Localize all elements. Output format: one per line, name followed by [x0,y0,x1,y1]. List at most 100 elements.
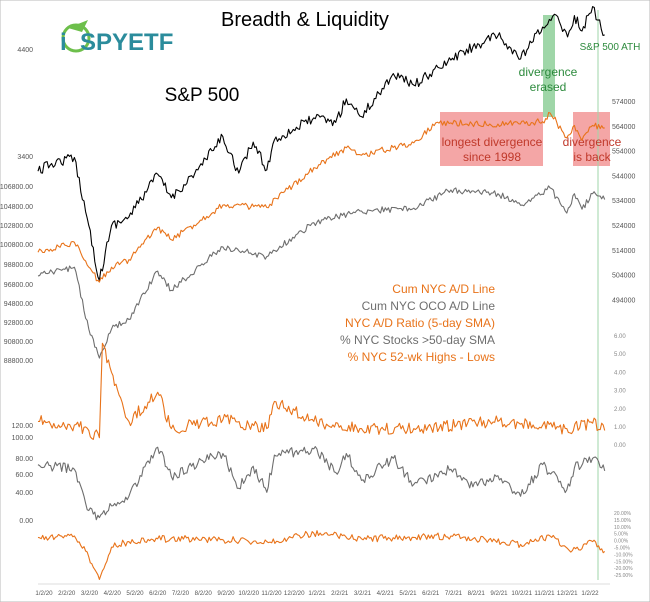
chart-subtitle: S&P 500 [165,85,240,106]
x-tick-label: 2/2/21 [331,590,349,597]
series-line-nyc-52-wk-highs-lows [37,530,606,580]
highs-lows-axis-label: -25.00% [614,573,633,579]
highs-lows-axis-label: -15.00% [614,559,633,565]
x-tick-label: 3/2/21 [354,590,372,597]
logo-text: SPYETF [80,29,173,56]
highs-lows-axis-label: 15.00% [614,518,632,524]
x-tick-label: 10/2/20 [238,590,259,597]
right-axis-label: 504000 [612,273,635,280]
annotation-divergence-back-line2: is back [573,150,611,164]
highs-lows-axis-label: 0.00% [614,539,629,545]
legend-item-highs-lows: % NYC 52-wk Highs - Lows [348,350,495,364]
x-tick-label: 5/2/20 [126,590,144,597]
highs-lows-axis-label: 10.00% [614,525,632,531]
highs-lows-axis-label: -20.00% [614,566,633,572]
annotation-longest-divergence-line1: longest divergence [442,135,543,149]
x-tick-label: 3/2/20 [81,590,99,597]
left-axis-label: 88800.00 [4,358,33,365]
divergence-erased-band [543,15,555,117]
ratio-axis-label: 4.00 [614,370,626,376]
x-tick-label: 6/2/20 [149,590,167,597]
x-tick-label: 1/2/21 [308,590,326,597]
right-axis-label: 524000 [612,223,635,230]
right-axis-label: 494000 [612,297,635,304]
right-axis-label: 544000 [612,173,635,180]
left-axis-label: 98800.00 [4,262,33,269]
right-axis-label: 564000 [612,124,635,131]
logo-prefix: i [60,29,67,56]
annotation-divergence-back-line1: divergence [563,135,622,149]
left-axis-label: 100.00 [12,435,34,442]
ratio-axis-label: 3.00 [614,389,626,395]
divergence-band-long [440,112,543,166]
x-tick-label: 8/2/20 [195,590,213,597]
divergence-band-back [573,112,610,166]
x-tick-label: 11/2/20 [261,590,282,597]
left-axis-label: 104800.00 [0,204,33,211]
x-tick-label: 7/2/21 [445,590,463,597]
left-axis-label: 94800.00 [4,301,33,308]
right-axis-label: 554000 [612,149,635,156]
x-tick-label: 12/2/20 [284,590,305,597]
ratio-axis-label: 2.00 [614,407,626,413]
x-tick-label: 12/2/21 [557,590,578,597]
left-axis-label: 0.00 [19,518,33,525]
left-axis-label: 4400 [17,47,33,54]
annotation-ath: S&P 500 ATH [580,42,641,53]
right-axis: 574000 564000 554000 544000 534000 524000 5140… [612,99,635,304]
left-axis-label: 90800.00 [4,339,33,346]
left-axis-label: 3400 [17,154,33,161]
ratio-axis-label: 5.00 [614,352,626,358]
x-tick-label: 4/2/21 [377,590,395,597]
annotation-divergence-erased-line1: divergence [519,65,578,79]
legend-item-oco-ad-line: Cum NYC OCO A/D Line [362,299,496,313]
left-axis-label: 60.00 [15,472,33,479]
series-line-nyc-stocks-50-day-sma [37,446,606,521]
x-tick-label: 11/2/21 [534,590,555,597]
left-axis-label: 120.00 [12,423,34,430]
legend-item-ad-ratio: NYC A/D Ratio (5-day SMA) [345,316,495,330]
x-tick-label: 6/2/21 [422,590,440,597]
annotation-longest-divergence-line2: since 1998 [463,150,521,164]
highs-lows-axis-label: 5.00% [614,532,629,538]
series-layer [37,6,606,580]
x-tick-label: 2/2/20 [58,590,76,597]
series-line-cum-nyc-oco-a-d-line [37,185,606,359]
ratio-axis-label: 1.00 [614,425,626,431]
ratio-axis: 6.00 5.00 4.00 3.00 2.00 1.00 0.00 [614,334,626,449]
legend: Cum NYC A/D Line Cum NYC OCO A/D Line NY… [340,282,495,364]
highs-lows-axis-label: -5.00% [614,546,630,552]
left-axis-label: 96800.00 [4,282,33,289]
x-tick-label: 10/2/21 [511,590,532,597]
x-axis: 1/2/20 2/2/20 3/2/20 4/2/20 5/2/20 6/2/20 7/2/… [35,583,610,597]
left-axis-label: 102800.00 [0,223,33,230]
right-axis-label: 534000 [612,198,635,205]
ratio-axis-label: 6.00 [614,334,626,340]
x-tick-label: 1/2/20 [35,590,53,597]
left-axis-label: 92800.00 [4,320,33,327]
x-tick-label: 9/2/21 [490,590,508,597]
logo: i SPYETF [60,20,173,56]
left-axis-label: 100800.00 [0,242,33,249]
legend-item-above-50sma: % NYC Stocks >50-day SMA [340,333,495,347]
x-tick-label: 5/2/21 [399,590,417,597]
right-axis-label: 514000 [612,248,635,255]
chart-title: Breadth & Liquidity [221,9,389,31]
highs-lows-axis-label: -10.00% [614,552,633,558]
left-axis: 4400 3400 106800.00 104800.00 102800.00 10080… [0,47,33,525]
legend-item-ad-line: Cum NYC A/D Line [392,282,495,296]
x-tick-label: 7/2/20 [172,590,190,597]
x-tick-label: 4/2/20 [104,590,122,597]
left-axis-label: 80.00 [15,456,33,463]
x-tick-label: 8/2/21 [468,590,486,597]
series-line-nyc-a-d-ratio-5-day-sma [37,342,606,440]
highs-lows-axis: 20.00%15.00%10.00%5.00%0.00%-5.00%-10.00… [614,511,633,579]
right-axis-label: 574000 [612,99,635,106]
ratio-axis-label: 0.00 [614,443,626,449]
left-axis-label: 106800.00 [0,184,33,191]
series-line-s-p-500 [37,6,605,281]
x-tick-label: 1/2/22 [581,590,599,597]
